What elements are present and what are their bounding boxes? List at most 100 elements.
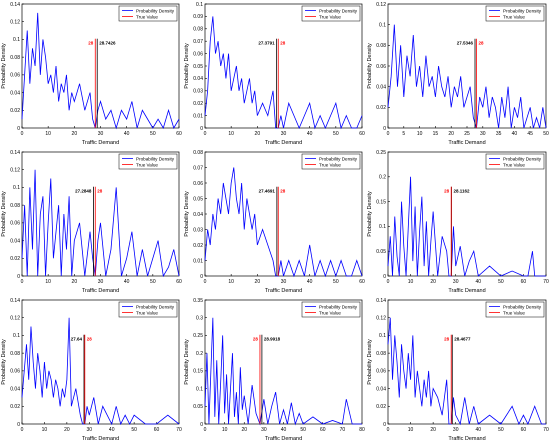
chart-panel-4: 0 10 20 30 40 50 60 0 0.02 0.04 0.06 0.08 0.1 0.12 0.1… bbox=[1, 150, 182, 294]
density-line bbox=[21, 317, 180, 426]
y-tick-label: 0.1 bbox=[13, 333, 20, 339]
x-tick-label: 60 bbox=[176, 131, 182, 137]
y-tick-label: 0.14 bbox=[376, 298, 386, 304]
estimate-label: 27.5346 bbox=[457, 41, 474, 46]
legend-true-label: True Value bbox=[503, 162, 525, 167]
y-axis-label: Probability Density bbox=[184, 339, 190, 385]
x-tick-label: 60 bbox=[359, 279, 365, 285]
y-tick-label: 0.01 bbox=[193, 258, 203, 264]
legend-density-label: Probability Density bbox=[136, 304, 175, 309]
x-tick-label: 20 bbox=[255, 131, 261, 137]
x-tick-label: 60 bbox=[521, 279, 527, 285]
x-tick-label: 0 bbox=[204, 279, 207, 285]
legend-true-label: True Value bbox=[319, 310, 341, 315]
true-value-label: 28 bbox=[478, 41, 484, 46]
y-tick-label: 0.08 bbox=[10, 203, 20, 209]
x-tick-label: 0 bbox=[21, 427, 24, 433]
true-value-label: 28 bbox=[444, 189, 450, 194]
x-axis-label: Traffic Demand bbox=[265, 140, 302, 146]
y-tick-label: 0.35 bbox=[193, 298, 203, 304]
y-tick-label: 0.08 bbox=[193, 27, 203, 33]
x-tick-label: 0 bbox=[387, 427, 390, 433]
x-tick-label: 40 bbox=[124, 131, 130, 137]
x-tick-label: 70 bbox=[543, 427, 549, 433]
x-tick-label: 10 bbox=[45, 131, 51, 137]
y-axis-label: Probability Density bbox=[184, 43, 190, 89]
legend-box bbox=[301, 153, 361, 170]
x-tick-label: 50 bbox=[333, 279, 339, 285]
x-tick-label: 45 bbox=[527, 131, 533, 137]
true-value-label: 28 bbox=[444, 337, 450, 342]
estimate-label: 28.1162 bbox=[453, 189, 470, 194]
y-tick-label: 0.02 bbox=[376, 404, 386, 410]
x-tick-label: 50 bbox=[498, 427, 504, 433]
legend-box bbox=[301, 5, 361, 22]
plot-area bbox=[204, 299, 363, 425]
legend-density-label: Probability Density bbox=[319, 156, 358, 161]
legend-density-label: Probability Density bbox=[503, 304, 542, 309]
density-line bbox=[204, 167, 363, 278]
y-tick-label: 0.1 bbox=[379, 333, 386, 339]
y-tick-label: 0.2 bbox=[379, 175, 386, 181]
chart-panel-7: 0 10 20 30 40 50 60 70 0 0.02 0.04 0.06 0.08 0.1 0.12 0… bbox=[1, 298, 182, 442]
legend-true-label: True Value bbox=[319, 14, 341, 19]
y-tick-label: 0.03 bbox=[193, 227, 203, 233]
legend-density-label: Probability Density bbox=[503, 8, 542, 13]
x-tick-label: 50 bbox=[150, 131, 156, 137]
plot-area bbox=[204, 3, 363, 129]
legend-box bbox=[301, 301, 361, 318]
x-axis-label: Traffic Demand bbox=[448, 436, 485, 442]
density-line bbox=[21, 12, 180, 130]
y-tick-label: 0.06 bbox=[376, 369, 386, 375]
x-tick-label: 60 bbox=[320, 427, 326, 433]
y-tick-label: 0.12 bbox=[10, 20, 20, 26]
density-line bbox=[204, 317, 362, 426]
y-tick-label: 0.04 bbox=[10, 90, 20, 96]
y-tick-label: 0.05 bbox=[193, 196, 203, 202]
y-tick-label: 0 bbox=[17, 274, 20, 280]
legend-true-label: True Value bbox=[136, 310, 158, 315]
y-tick-label: 0.15 bbox=[193, 369, 203, 375]
x-axis-label: Traffic Demand bbox=[448, 140, 485, 146]
estimate-label: 27.64 bbox=[71, 337, 83, 342]
x-axis-label: Traffic Demand bbox=[265, 436, 302, 442]
x-tick-label: 20 bbox=[241, 427, 247, 433]
plot-area bbox=[21, 3, 180, 129]
legend-density-label: Probability Density bbox=[136, 156, 175, 161]
legend-box bbox=[118, 5, 178, 22]
plot-area bbox=[387, 151, 547, 277]
y-tick-label: 0.02 bbox=[376, 105, 386, 111]
true-value-label: 28 bbox=[88, 41, 94, 46]
x-axis-label: Traffic Demand bbox=[82, 288, 119, 294]
chart-panel-1: 0 10 20 30 40 50 60 0 0.02 0.04 0.06 0.08 0.1 0.12 0.1… bbox=[1, 2, 182, 146]
estimate-label: 27.3791 bbox=[258, 41, 275, 46]
x-tick-label: 30 bbox=[453, 427, 459, 433]
plot-area bbox=[387, 299, 547, 425]
estimate-label: 28.9918 bbox=[264, 337, 281, 342]
x-tick-label: 60 bbox=[154, 427, 160, 433]
x-tick-label: 50 bbox=[131, 427, 137, 433]
y-tick-label: 0.06 bbox=[193, 51, 203, 57]
x-tick-label: 30 bbox=[480, 131, 486, 137]
y-tick-label: 0.05 bbox=[376, 249, 386, 255]
y-axis-label: Probability Density bbox=[367, 191, 373, 237]
legend-box bbox=[485, 301, 545, 318]
y-tick-label: 0 bbox=[200, 422, 203, 428]
legend-box bbox=[485, 5, 545, 22]
x-tick-label: 50 bbox=[333, 131, 339, 137]
density-line bbox=[387, 176, 546, 277]
estimate-label: 27.4691 bbox=[259, 189, 276, 194]
y-tick-label: 0.1 bbox=[379, 22, 386, 28]
x-tick-label: 80 bbox=[359, 427, 365, 433]
x-tick-label: 10 bbox=[417, 131, 423, 137]
x-tick-label: 50 bbox=[150, 279, 156, 285]
y-axis-label: Probability Density bbox=[1, 339, 7, 385]
x-tick-label: 70 bbox=[543, 279, 549, 285]
y-tick-label: 0 bbox=[383, 422, 386, 428]
x-tick-label: 60 bbox=[521, 427, 527, 433]
